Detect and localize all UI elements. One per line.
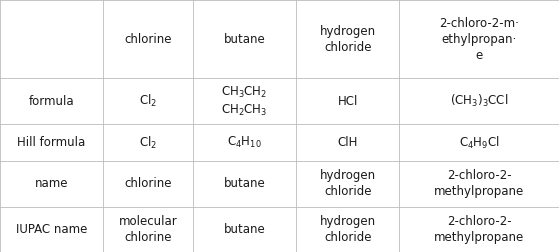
Text: chlorine: chlorine <box>124 33 172 46</box>
Text: formula: formula <box>29 95 74 108</box>
Text: (CH$_3$)$_3$CCl: (CH$_3$)$_3$CCl <box>450 93 508 109</box>
Text: 2-chloro-2-
methylpropane: 2-chloro-2- methylpropane <box>434 169 524 198</box>
Text: C$_4$H$_9$Cl: C$_4$H$_9$Cl <box>459 135 500 151</box>
Text: hydrogen
chloride: hydrogen chloride <box>320 25 376 54</box>
Text: name: name <box>35 177 68 190</box>
Text: molecular
chlorine: molecular chlorine <box>119 215 177 244</box>
Text: Cl$_2$: Cl$_2$ <box>139 93 157 109</box>
Text: ClH: ClH <box>338 136 358 149</box>
Text: hydrogen
chloride: hydrogen chloride <box>320 169 376 198</box>
Text: HCl: HCl <box>338 95 358 108</box>
Text: 2-chloro-2-
methylpropane: 2-chloro-2- methylpropane <box>434 215 524 244</box>
Text: IUPAC name: IUPAC name <box>16 223 87 236</box>
Text: C$_4$H$_{10}$: C$_4$H$_{10}$ <box>227 135 262 150</box>
Text: butane: butane <box>224 177 266 190</box>
Text: hydrogen
chloride: hydrogen chloride <box>320 215 376 244</box>
Text: butane: butane <box>224 33 266 46</box>
Text: Cl$_2$: Cl$_2$ <box>139 135 157 151</box>
Text: chlorine: chlorine <box>124 177 172 190</box>
Text: butane: butane <box>224 223 266 236</box>
Text: 2-chloro-2-m·
ethylpropan·
e: 2-chloro-2-m· ethylpropan· e <box>439 17 519 62</box>
Text: Hill formula: Hill formula <box>17 136 86 149</box>
Text: CH$_3$CH$_2$
CH$_2$CH$_3$: CH$_3$CH$_2$ CH$_2$CH$_3$ <box>221 84 268 118</box>
